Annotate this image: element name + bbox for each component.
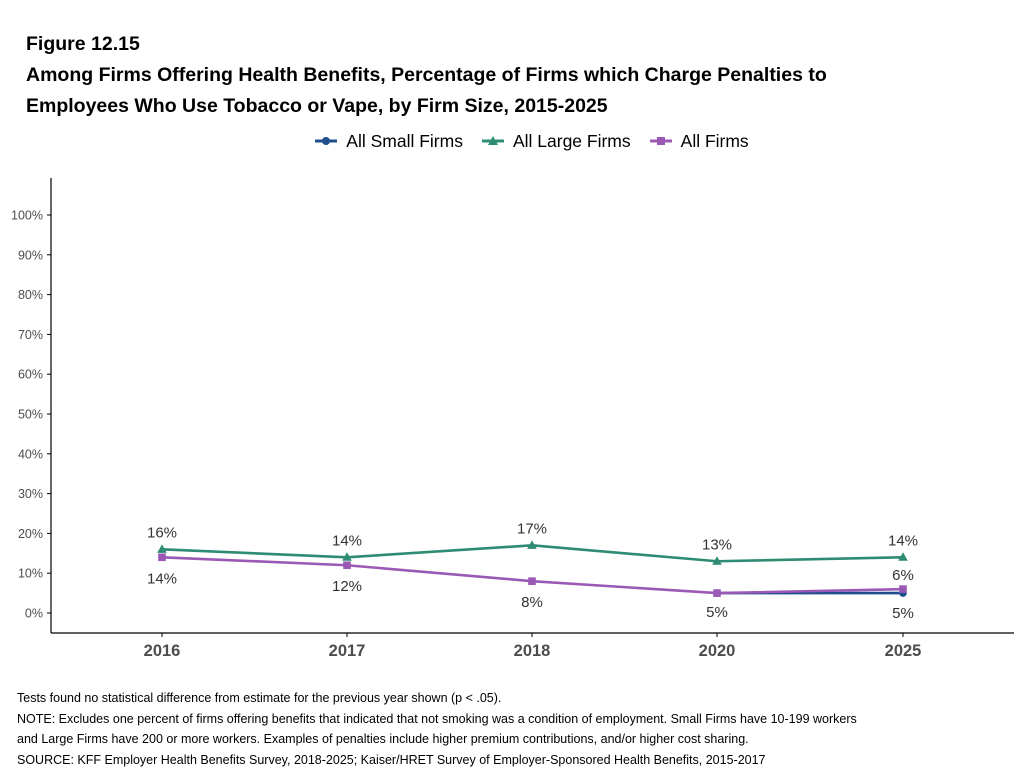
y-tick-label: 70%: [18, 328, 43, 342]
data-point-large: [157, 544, 167, 553]
data-label-large: 17%: [517, 520, 547, 537]
y-tick-label: 100%: [11, 209, 43, 223]
y-tick-label: 30%: [18, 487, 43, 501]
x-tick-label: 2018: [514, 642, 551, 660]
series-line-all: [161, 555, 904, 595]
figure-title-line1: Among Firms Offering Health Benefits, Pe…: [26, 64, 827, 86]
data-point-all: [528, 577, 536, 585]
data-label-all: 12%: [332, 578, 362, 595]
data-label-all: 8%: [521, 594, 543, 611]
data-point-all: [343, 561, 351, 570]
data-point-large: [712, 556, 722, 565]
legend-label-large: All Large Firms: [512, 130, 631, 151]
data-label-all: 5%: [706, 604, 728, 621]
data-point-large: [527, 540, 537, 549]
y-tick-label: 90%: [18, 248, 43, 262]
legend-label-small: All Small Firms: [346, 130, 463, 151]
data-point-all: [899, 585, 907, 593]
y-tick-label: 20%: [18, 527, 43, 541]
legend-key-small-circle-icon: [315, 137, 338, 145]
data-label-large: 14%: [332, 532, 362, 549]
note-definitions: and Large Firms have 200 or more workers…: [17, 732, 749, 746]
y-tick-label: 80%: [18, 288, 43, 302]
legend-label-all: All Firms: [680, 130, 749, 151]
data-label-small: 5%: [892, 605, 914, 622]
chart-legend: All Small Firms All Large Firms All Firm…: [0, 126, 1023, 156]
x-tick-label: 2025: [885, 642, 922, 660]
x-tick-label: 2020: [699, 642, 736, 660]
data-point-large: [898, 552, 908, 561]
legend-key-large-triangle-icon: [481, 136, 504, 145]
note-source: SOURCE: KFF Employer Health Benefits Sur…: [17, 752, 766, 767]
y-tick-label: 50%: [18, 408, 43, 422]
note-exclusion: NOTE: Excludes one percent of firms offe…: [17, 711, 857, 726]
data-label-all: 14%: [147, 570, 177, 587]
legend-item-large[interactable]: All Large Firms: [481, 131, 631, 152]
y-tick-label: 0%: [25, 607, 43, 621]
x-tick-label: 2016: [144, 642, 181, 660]
x-tick-label: 2017: [329, 642, 366, 660]
data-label-all: 6%: [892, 567, 914, 584]
data-label-large: 13%: [702, 536, 732, 553]
data-point-all: [713, 589, 721, 597]
data-point-all: [158, 553, 166, 562]
figure-title-line2: Employees Who Use Tobacco or Vape, by Fi…: [26, 95, 608, 117]
note-significance: Tests found no statistical difference fr…: [17, 691, 502, 705]
data-point-large: [342, 552, 352, 561]
figure-label: Figure 12.15: [26, 33, 140, 55]
footnotes: Tests found no statistical difference fr…: [17, 688, 1017, 770]
y-tick-label: 60%: [18, 368, 43, 382]
legend-item-small[interactable]: All Small Firms: [314, 131, 463, 152]
data-label-large: 16%: [147, 524, 177, 541]
data-label-large: 14%: [888, 532, 918, 549]
y-tick-label: 40%: [18, 447, 43, 461]
legend-key-all-square-icon: [649, 137, 672, 145]
title-block: Figure 12.15 Among Firms Offering Health…: [26, 29, 1006, 122]
y-tick-label: 10%: [18, 567, 43, 581]
legend-item-all[interactable]: All Firms: [649, 131, 749, 152]
